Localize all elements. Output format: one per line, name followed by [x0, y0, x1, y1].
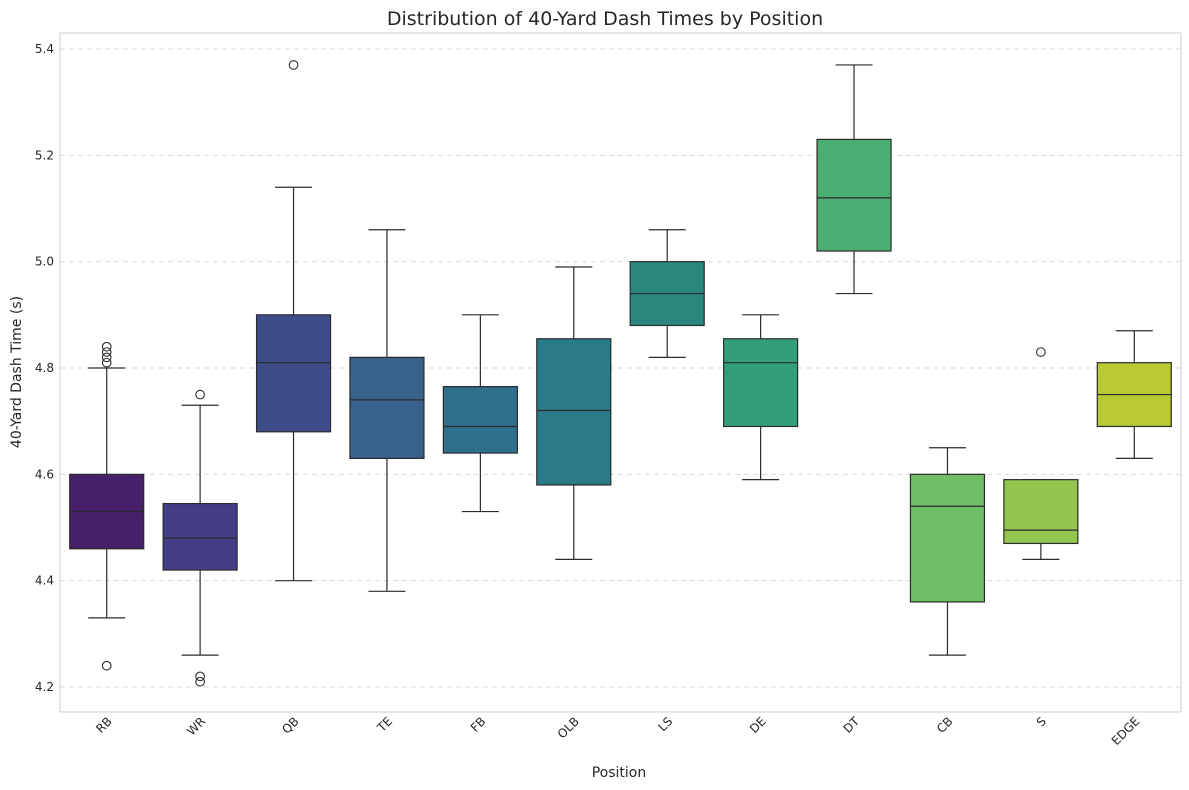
x-axis-label: Position [592, 765, 647, 781]
iqr-box [723, 338, 799, 428]
x-tick-label: CB [934, 714, 956, 736]
grid-layer [60, 48, 1181, 688]
iqr-box [1003, 479, 1079, 545]
box-qb [255, 60, 332, 582]
outlier-point [101, 660, 112, 671]
y-tick-label: 4.8 [35, 361, 54, 375]
x-tick-label: EDGE [1109, 714, 1143, 748]
iqr-box [536, 338, 612, 486]
x-tick-label: TE [374, 714, 395, 735]
box-dt [816, 64, 892, 295]
y-tick-labels: 4.2 4.4 4.6 4.8 5.0 5.2 5.4 [35, 42, 54, 694]
outlier-point [101, 347, 112, 357]
outlier-point [101, 352, 112, 363]
iqr-box [816, 138, 892, 252]
x-tick-label: RB [93, 714, 115, 736]
x-tick-label: FB [468, 714, 489, 735]
x-tick-label: DT [841, 714, 863, 736]
boxes-layer [69, 60, 1172, 687]
chart-title: Distribution of 40-Yard Dash Times by Po… [387, 8, 823, 30]
outlier-point [195, 676, 205, 687]
x-tick-label: DE [747, 714, 769, 736]
outlier-point [195, 671, 205, 682]
iqr-box [162, 502, 238, 571]
x-tick-label: WR [184, 714, 208, 738]
box-s [1003, 347, 1079, 560]
outlier-point [101, 341, 112, 352]
y-tick-label: 4.6 [35, 467, 54, 481]
y-tick-label: 4.2 [35, 680, 54, 694]
box-olb [536, 266, 612, 560]
box-de [723, 314, 799, 481]
iqr-box [442, 386, 518, 454]
box-edge [1096, 330, 1172, 459]
y-tick-label: 5.4 [35, 42, 54, 56]
y-axis-label: 40-Yard Dash Time (s) [9, 296, 25, 448]
y-tick-label: 4.4 [35, 574, 54, 588]
box-te [349, 229, 425, 592]
outlier-point [1036, 347, 1046, 357]
x-tick-label: OLB [555, 714, 582, 741]
box-cb [909, 447, 986, 656]
box-ls [629, 229, 705, 358]
iqr-box [349, 356, 425, 459]
outlier-point [195, 389, 205, 400]
iqr-box [255, 314, 332, 433]
y-tick-label: 5.2 [35, 148, 54, 162]
box-fb [442, 314, 518, 513]
x-tick-labels: RB WR QB TE FB OLB LS DE DT CB S EDGE [93, 714, 1142, 748]
x-tick-label: QB [279, 714, 301, 736]
iqr-box [909, 473, 986, 603]
outlier-point [101, 357, 112, 368]
x-tick-label: S [1034, 714, 1049, 729]
y-tick-label: 5.0 [35, 255, 54, 269]
box-wr [162, 389, 238, 687]
box-rb [69, 341, 145, 671]
x-tick-label: LS [655, 714, 675, 734]
outlier-point [288, 60, 299, 70]
plot-frame [59, 32, 1182, 713]
